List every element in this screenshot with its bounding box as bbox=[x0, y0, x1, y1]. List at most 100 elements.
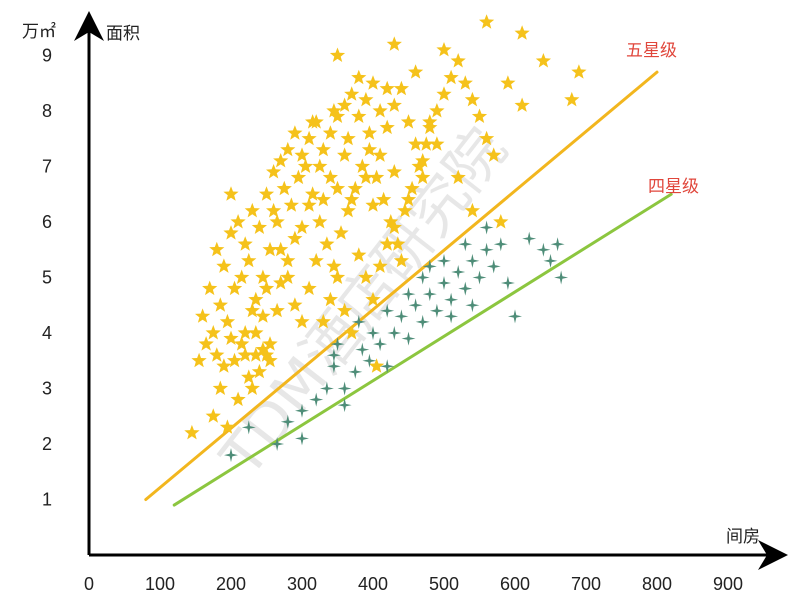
star-point-127 bbox=[337, 147, 353, 162]
star-point-59 bbox=[383, 214, 399, 229]
cross-point-28 bbox=[479, 242, 494, 257]
x-tick-label-300: 300 bbox=[287, 574, 317, 594]
cross-point-27 bbox=[472, 270, 487, 285]
star-point-38 bbox=[294, 313, 310, 329]
star-point-36 bbox=[280, 269, 296, 284]
star-point-28 bbox=[223, 225, 239, 240]
star-point-23 bbox=[244, 380, 260, 395]
star-point-11 bbox=[195, 308, 211, 323]
cross-point-25 bbox=[458, 281, 473, 296]
cross-point-14 bbox=[380, 359, 395, 374]
star-point-120 bbox=[365, 291, 381, 307]
star-point-89 bbox=[436, 86, 452, 101]
star-point-51 bbox=[326, 258, 342, 273]
cross-point-9 bbox=[337, 381, 352, 396]
star-point-126 bbox=[322, 169, 338, 185]
star-point-48 bbox=[305, 186, 321, 201]
star-point-107 bbox=[351, 69, 367, 85]
star-point-19 bbox=[255, 308, 271, 323]
star-point-111 bbox=[464, 202, 480, 218]
star-point-147 bbox=[400, 191, 417, 207]
star-point-21 bbox=[262, 336, 278, 351]
x-tick-label-900: 900 bbox=[713, 574, 743, 594]
cross-point-23 bbox=[444, 292, 459, 307]
star-point-1 bbox=[184, 424, 200, 440]
star-point-69 bbox=[294, 147, 310, 162]
x-tick-label-700: 700 bbox=[571, 574, 601, 594]
star-point-101 bbox=[514, 25, 530, 40]
cross-point-47 bbox=[479, 220, 494, 235]
star-point-93 bbox=[464, 91, 480, 107]
star-point-94 bbox=[471, 108, 488, 123]
star-point-153 bbox=[312, 158, 328, 173]
star-point-35 bbox=[273, 241, 289, 257]
star-point-121 bbox=[372, 258, 388, 273]
star-point-97 bbox=[329, 47, 346, 62]
star-point-8 bbox=[248, 325, 264, 340]
star-point-61 bbox=[397, 202, 413, 218]
cross-point-31 bbox=[500, 276, 515, 290]
star-point-43 bbox=[269, 214, 285, 229]
star-point-70 bbox=[301, 130, 317, 146]
star-point-151 bbox=[344, 191, 360, 207]
star-point-142 bbox=[255, 341, 271, 357]
star-point-132 bbox=[273, 275, 289, 290]
star-point-159 bbox=[368, 358, 385, 373]
scatter-points-layer bbox=[184, 14, 587, 463]
star-point-116 bbox=[337, 302, 353, 318]
x-axis-title: 间房 bbox=[726, 527, 760, 547]
cross-point-10 bbox=[348, 364, 363, 379]
cross-point-2 bbox=[241, 420, 256, 435]
star-point-75 bbox=[337, 97, 353, 112]
cross-point-49 bbox=[422, 259, 437, 274]
star-point-26 bbox=[209, 241, 225, 257]
star-point-18 bbox=[248, 291, 264, 307]
star-point-15 bbox=[226, 280, 243, 296]
cross-point-35 bbox=[543, 253, 558, 268]
star-point-154 bbox=[305, 114, 321, 129]
star-point-109 bbox=[408, 64, 424, 79]
star-point-134 bbox=[258, 280, 275, 296]
star-point-143 bbox=[262, 352, 278, 368]
y-tick-label-8: 8 bbox=[42, 101, 52, 121]
star-point-80 bbox=[372, 103, 388, 118]
star-point-85 bbox=[408, 136, 424, 151]
cross-point-6 bbox=[309, 392, 324, 407]
star-point-29 bbox=[230, 214, 246, 229]
star-point-83 bbox=[393, 80, 409, 96]
star-point-77 bbox=[351, 108, 367, 123]
star-point-91 bbox=[450, 53, 466, 68]
star-point-65 bbox=[266, 164, 282, 179]
cross-point-7 bbox=[319, 381, 334, 396]
star-point-30 bbox=[237, 236, 253, 251]
star-point-92 bbox=[457, 75, 473, 90]
star-point-141 bbox=[248, 347, 264, 362]
star-point-40 bbox=[308, 252, 324, 268]
star-point-54 bbox=[347, 180, 363, 196]
x-tick-label-800: 800 bbox=[642, 574, 672, 594]
star-point-157 bbox=[361, 125, 378, 140]
cross-point-5 bbox=[295, 403, 309, 418]
star-point-96 bbox=[486, 147, 502, 162]
star-point-4 bbox=[219, 419, 236, 434]
star-point-17 bbox=[241, 252, 257, 268]
cross-point-52 bbox=[465, 298, 480, 313]
cross-point-3 bbox=[270, 437, 285, 451]
star-point-5 bbox=[226, 352, 243, 368]
cross-point-30 bbox=[493, 237, 508, 252]
cross-point-21 bbox=[429, 303, 444, 318]
tick-labels-layer: 0 100 200 300 400 500 600 700 800 900 1 2 3 4 5 6 7 8 9 bbox=[42, 46, 743, 595]
star-point-31 bbox=[244, 202, 260, 218]
star-point-140 bbox=[230, 391, 246, 407]
star-point-90 bbox=[443, 69, 459, 85]
star-point-14 bbox=[219, 313, 236, 329]
star-point-122 bbox=[379, 236, 395, 251]
star-point-113 bbox=[315, 313, 331, 329]
cross-point-44 bbox=[415, 270, 430, 285]
star-point-7 bbox=[241, 369, 257, 384]
star-point-12 bbox=[205, 325, 221, 340]
star-point-139 bbox=[209, 347, 225, 362]
star-point-50 bbox=[319, 236, 335, 251]
